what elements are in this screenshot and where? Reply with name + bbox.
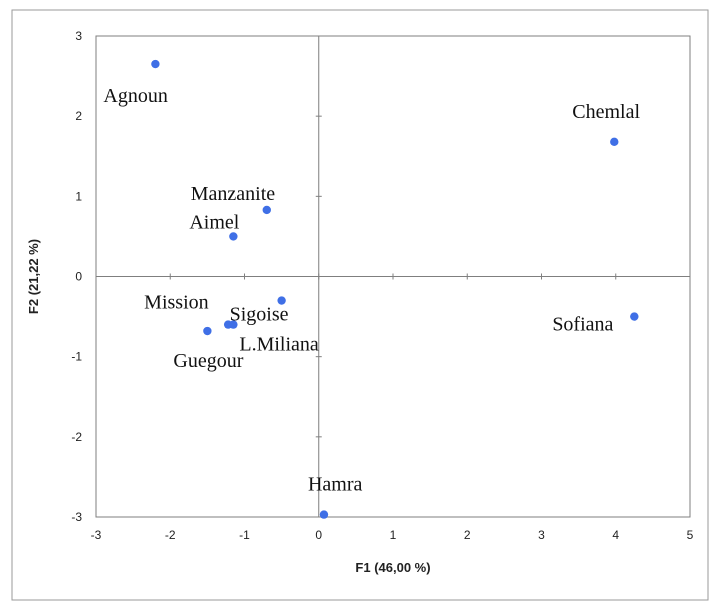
y-tick-label: 3	[75, 29, 82, 43]
x-tick-label: 5	[687, 528, 694, 542]
y-tick-label: -2	[71, 430, 82, 444]
chart-outer-border	[11, 9, 709, 601]
x-tick-label: -1	[239, 528, 250, 542]
data-point-label: L.Miliana	[239, 334, 319, 356]
x-tick-label: -2	[165, 528, 176, 542]
data-point-label: Guegour	[173, 350, 243, 372]
x-tick-label: 4	[612, 528, 619, 542]
y-tick-label: 0	[75, 270, 82, 284]
data-point-label: Hamra	[308, 474, 363, 496]
y-tick-label: -1	[71, 350, 82, 364]
data-point-label: Sofiana	[552, 314, 613, 336]
data-point-label: Manzanite	[191, 183, 276, 205]
data-point	[229, 232, 238, 241]
y-tick-label: 1	[75, 189, 82, 203]
y-axis-title: F2 (21,22 %)	[26, 239, 41, 314]
data-points	[151, 59, 639, 519]
x-tick-label: 1	[390, 528, 397, 542]
data-point-label: Mission	[144, 292, 208, 314]
data-point	[229, 320, 238, 329]
data-point	[610, 137, 619, 147]
x-tick-label: -3	[91, 528, 102, 542]
point-labels: Agnoun Chemlal Manzanite Aimel Mission Sigois…	[103, 85, 640, 496]
data-point	[277, 296, 286, 305]
y-tick-label: -3	[71, 510, 82, 524]
x-tick-label: 2	[464, 528, 471, 542]
data-point-label: Aimel	[189, 211, 239, 233]
data-point	[203, 326, 212, 336]
data-point	[151, 59, 160, 69]
tick-labels: -3 -2 -1 0 1 2 3 4 5 3 2 1 0 -1 -2 -3	[71, 29, 693, 542]
data-point	[262, 205, 271, 215]
data-point-label: Agnoun	[103, 85, 167, 107]
data-point	[319, 510, 329, 519]
y-tick-label: 2	[75, 109, 82, 123]
data-point	[630, 312, 639, 321]
data-point-label: Chemlal	[572, 101, 640, 123]
x-tick-label: 0	[315, 528, 322, 542]
tick-marks	[95, 35, 691, 518]
x-axis-title: F1 (46,00 %)	[355, 560, 430, 575]
data-point-label: Sigoise	[230, 304, 289, 326]
x-tick-label: 3	[538, 528, 545, 542]
